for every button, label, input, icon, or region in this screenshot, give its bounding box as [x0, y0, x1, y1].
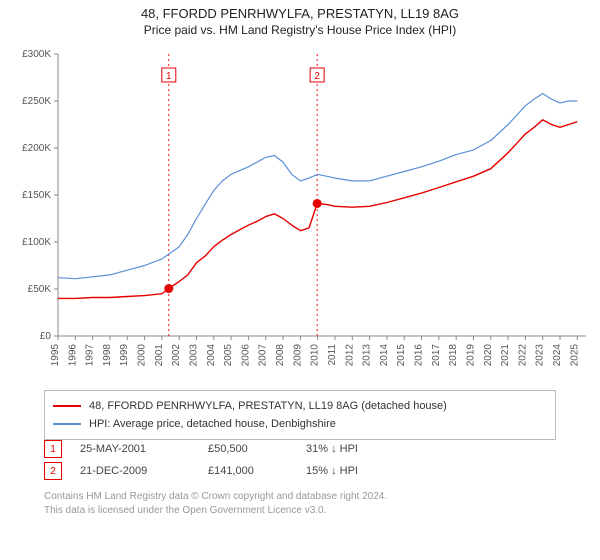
legend-label: HPI: Average price, detached house, Denb… — [89, 418, 336, 430]
svg-text:2010: 2010 — [310, 344, 321, 367]
sale-date: 21-DEC-2009 — [80, 465, 190, 477]
svg-text:1996: 1996 — [67, 344, 78, 367]
svg-text:£0: £0 — [40, 331, 52, 342]
sale-diff: 31% ↓ HPI — [306, 443, 406, 455]
sale-price: £50,500 — [208, 443, 288, 455]
svg-text:2005: 2005 — [223, 344, 234, 367]
svg-text:£150K: £150K — [22, 190, 51, 201]
svg-text:£200K: £200K — [22, 143, 51, 154]
svg-text:2022: 2022 — [517, 344, 528, 367]
svg-text:2000: 2000 — [137, 344, 148, 367]
sale-marker-box: 1 — [44, 440, 62, 458]
arrow-down-icon: ↓ — [331, 443, 337, 455]
svg-text:2012: 2012 — [344, 344, 355, 367]
legend-swatch — [53, 423, 81, 425]
svg-text:2007: 2007 — [258, 344, 269, 367]
chart-title-line1: 48, FFORDD PENRHWYLFA, PRESTATYN, LL19 8… — [0, 6, 600, 21]
svg-text:2019: 2019 — [465, 344, 476, 367]
legend: 48, FFORDD PENRHWYLFA, PRESTATYN, LL19 8… — [44, 390, 556, 440]
svg-text:2: 2 — [314, 71, 320, 82]
svg-text:2009: 2009 — [292, 344, 303, 367]
svg-text:1997: 1997 — [85, 344, 96, 367]
sale-diff: 15% ↓ HPI — [306, 465, 406, 477]
svg-text:2013: 2013 — [362, 344, 373, 367]
sale-price: £141,000 — [208, 465, 288, 477]
svg-text:2014: 2014 — [379, 344, 390, 367]
svg-text:2020: 2020 — [483, 344, 494, 367]
svg-text:2018: 2018 — [448, 344, 459, 367]
svg-text:2003: 2003 — [188, 344, 199, 367]
arrow-down-icon: ↓ — [331, 465, 337, 477]
svg-text:£50K: £50K — [28, 284, 52, 295]
svg-text:2021: 2021 — [500, 344, 511, 367]
svg-text:£250K: £250K — [22, 96, 51, 107]
legend-swatch — [53, 405, 81, 407]
sales-table: 1 25-MAY-2001 £50,500 31% ↓ HPI 2 21-DEC… — [44, 438, 406, 482]
svg-text:2015: 2015 — [396, 344, 407, 367]
sale-date: 25-MAY-2001 — [80, 443, 190, 455]
svg-text:1995: 1995 — [50, 344, 61, 367]
svg-text:1998: 1998 — [102, 344, 113, 367]
svg-text:2024: 2024 — [552, 344, 563, 367]
svg-text:1999: 1999 — [119, 344, 130, 367]
svg-text:2006: 2006 — [240, 344, 251, 367]
chart-title-line2: Price paid vs. HM Land Registry's House … — [0, 23, 600, 37]
svg-text:2017: 2017 — [431, 344, 442, 367]
footer-attribution: Contains HM Land Registry data © Crown c… — [44, 490, 387, 517]
svg-text:2008: 2008 — [275, 344, 286, 367]
price-chart: £0 £50K £100K £150K £200K £250K £300K 1995 1996 1… — [0, 46, 600, 382]
svg-text:£100K: £100K — [22, 237, 51, 248]
sale-row: 1 25-MAY-2001 £50,500 31% ↓ HPI — [44, 438, 406, 460]
legend-item: HPI: Average price, detached house, Denb… — [53, 415, 547, 433]
sale-marker-box: 2 — [44, 462, 62, 480]
svg-text:2023: 2023 — [535, 344, 546, 367]
sale-row: 2 21-DEC-2009 £141,000 15% ↓ HPI — [44, 460, 406, 482]
svg-text:2002: 2002 — [171, 344, 182, 367]
svg-text:2011: 2011 — [327, 344, 338, 366]
svg-text:1: 1 — [166, 71, 172, 82]
svg-text:£300K: £300K — [22, 49, 51, 60]
svg-text:2016: 2016 — [414, 344, 425, 367]
svg-text:2004: 2004 — [206, 344, 217, 367]
svg-text:2001: 2001 — [154, 344, 165, 367]
legend-label: 48, FFORDD PENRHWYLFA, PRESTATYN, LL19 8… — [89, 400, 447, 412]
legend-item: 48, FFORDD PENRHWYLFA, PRESTATYN, LL19 8… — [53, 397, 547, 415]
svg-text:2025: 2025 — [569, 344, 580, 367]
